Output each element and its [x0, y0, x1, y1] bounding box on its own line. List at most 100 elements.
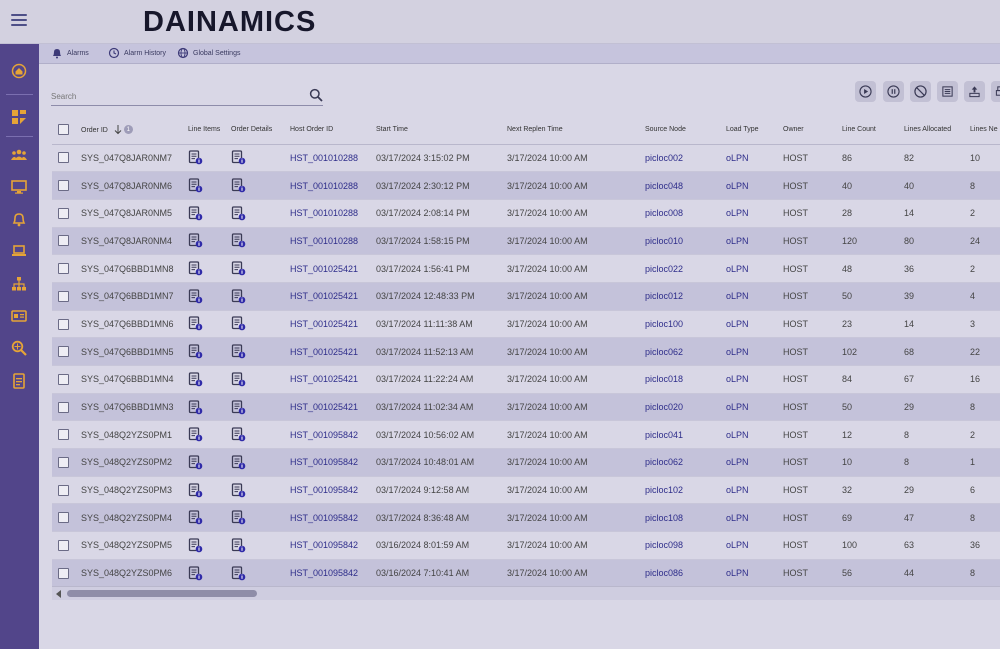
host-order-id-link[interactable]: HST_001010288 — [290, 144, 376, 173]
host-order-id-link[interactable]: HST_001095842 — [290, 503, 376, 533]
load-type-link[interactable]: oLPN — [726, 199, 783, 228]
table-row[interactable]: SYS_048Q2YZS0PM1 HST_001095842 03/17/2024 … — [52, 420, 1000, 450]
host-order-id-link[interactable]: HST_001025421 — [290, 310, 376, 339]
order-details-icon[interactable] — [231, 455, 246, 470]
source-node-link[interactable]: picloc002 — [645, 144, 726, 173]
table-row[interactable]: SYS_048Q2YZS0PM5 HST_001095842 03/16/2024 … — [52, 531, 1000, 560]
source-node-link[interactable]: picloc108 — [645, 503, 726, 533]
line-items-icon[interactable] — [188, 566, 203, 580]
table-row[interactable]: SYS_048Q2YZS0PM4 HST_001095842 03/17/2024 … — [52, 503, 1000, 533]
order-details-icon[interactable] — [231, 233, 246, 248]
row-checkbox[interactable] — [58, 401, 69, 413]
load-type-link[interactable]: oLPN — [726, 393, 783, 422]
column-header-source-node[interactable]: Source Node — [645, 116, 726, 145]
host-order-id-link[interactable]: HST_001095842 — [290, 531, 376, 560]
line-items-icon[interactable] — [188, 427, 203, 442]
column-header-load-type[interactable]: Load Type — [726, 116, 783, 145]
row-checkbox[interactable] — [58, 290, 69, 302]
table-row[interactable]: SYS_047Q8JAR0NM6 HST_001010288 03/17/2024 … — [52, 171, 1000, 200]
upload-button[interactable] — [964, 81, 985, 102]
column-header-order-details[interactable]: Order Details — [231, 116, 290, 145]
subnav-item-global-settings[interactable]: Global Settings — [177, 47, 240, 59]
cancel-button[interactable] — [910, 81, 931, 102]
line-items-icon[interactable] — [188, 289, 203, 304]
source-node-link[interactable]: picloc048 — [645, 171, 726, 200]
line-items-icon[interactable] — [188, 206, 203, 221]
column-header-next-replen-time[interactable]: Next Replen Time — [507, 116, 645, 145]
order-details-icon[interactable] — [231, 289, 246, 304]
table-row[interactable]: SYS_047Q6BBD1MN3 HST_001025421 03/17/2024 … — [52, 393, 1000, 422]
row-checkbox[interactable] — [58, 263, 69, 275]
column-header-owner[interactable]: Owner — [783, 116, 842, 145]
source-node-link[interactable]: picloc098 — [645, 531, 726, 560]
source-node-link[interactable]: picloc041 — [645, 420, 726, 450]
load-type-link[interactable]: oLPN — [726, 448, 783, 477]
list-button[interactable] — [937, 81, 958, 102]
host-order-id-link[interactable]: HST_001010288 — [290, 171, 376, 200]
row-checkbox[interactable] — [58, 567, 69, 579]
load-type-link[interactable]: oLPN — [726, 254, 783, 283]
line-items-icon[interactable] — [188, 372, 203, 387]
column-header-lines-new[interactable]: Lines Ne — [970, 116, 1000, 145]
sort-indicator[interactable]: 1 — [114, 124, 133, 135]
table-row[interactable]: SYS_048Q2YZS0PM3 HST_001095842 03/17/2024 … — [52, 476, 1000, 505]
load-type-link[interactable]: oLPN — [726, 337, 783, 366]
source-node-link[interactable]: picloc020 — [645, 393, 726, 422]
order-details-icon[interactable] — [231, 206, 246, 221]
load-type-link[interactable]: oLPN — [726, 559, 783, 588]
table-row[interactable]: SYS_047Q6BBD1MN8 HST_001025421 03/17/2024 … — [52, 254, 1000, 283]
report-icon[interactable] — [10, 372, 28, 390]
dashboard-icon[interactable] — [10, 108, 28, 126]
column-header-order-id[interactable]: Order ID 1 — [81, 116, 188, 145]
host-order-id-link[interactable]: HST_001095842 — [290, 420, 376, 450]
row-checkbox[interactable] — [58, 207, 69, 219]
row-checkbox[interactable] — [58, 540, 69, 552]
order-details-icon[interactable] — [231, 566, 246, 580]
home-icon[interactable] — [10, 62, 28, 80]
network-icon[interactable] — [10, 275, 28, 293]
horizontal-scrollbar[interactable] — [52, 586, 1000, 600]
host-order-id-link[interactable]: HST_001025421 — [290, 282, 376, 311]
row-checkbox[interactable] — [58, 235, 69, 247]
row-checkbox[interactable] — [58, 456, 69, 468]
subnav-item-alarms[interactable]: Alarms — [51, 47, 89, 59]
source-node-link[interactable]: picloc086 — [645, 559, 726, 588]
row-checkbox[interactable] — [58, 512, 69, 524]
column-header-host-order-id[interactable]: Host Order ID — [290, 116, 376, 145]
order-details-icon[interactable] — [231, 372, 246, 387]
load-type-link[interactable]: oLPN — [726, 531, 783, 560]
table-row[interactable]: SYS_048Q2YZS0PM2 HST_001095842 03/17/2024 … — [52, 448, 1000, 477]
host-order-id-link[interactable]: HST_001025421 — [290, 365, 376, 394]
hamburger-menu-icon[interactable] — [11, 14, 27, 28]
search-icon[interactable] — [309, 88, 323, 102]
line-items-icon[interactable] — [188, 510, 203, 525]
order-details-icon[interactable] — [231, 344, 246, 359]
table-row[interactable]: SYS_047Q8JAR0NM7 HST_001010288 03/17/2024 … — [52, 144, 1000, 173]
table-row[interactable]: SYS_047Q8JAR0NM5 HST_001010288 03/17/2024 … — [52, 199, 1000, 228]
line-items-icon[interactable] — [188, 399, 203, 414]
order-details-icon[interactable] — [231, 150, 246, 165]
order-details-icon[interactable] — [231, 178, 246, 193]
host-order-id-link[interactable]: HST_001010288 — [290, 227, 376, 256]
load-type-link[interactable]: oLPN — [726, 420, 783, 450]
host-order-id-link[interactable]: HST_001095842 — [290, 448, 376, 477]
order-details-icon[interactable] — [231, 482, 246, 497]
id-card-icon[interactable] — [10, 307, 28, 325]
order-details-icon[interactable] — [231, 538, 246, 553]
source-node-link[interactable]: picloc102 — [645, 476, 726, 505]
line-items-icon[interactable] — [188, 344, 203, 359]
order-details-icon[interactable] — [231, 316, 246, 331]
order-details-icon[interactable] — [231, 427, 246, 442]
row-checkbox[interactable] — [58, 152, 69, 164]
load-type-link[interactable]: oLPN — [726, 365, 783, 394]
search-input[interactable] — [51, 87, 291, 106]
load-type-link[interactable]: oLPN — [726, 310, 783, 339]
load-type-link[interactable]: oLPN — [726, 503, 783, 533]
load-type-link[interactable]: oLPN — [726, 476, 783, 505]
line-items-icon[interactable] — [188, 455, 203, 470]
monitor-icon[interactable] — [10, 178, 28, 196]
host-order-id-link[interactable]: HST_001095842 — [290, 559, 376, 588]
source-node-link[interactable]: picloc012 — [645, 282, 726, 311]
line-items-icon[interactable] — [188, 316, 203, 331]
host-order-id-link[interactable]: HST_001025421 — [290, 337, 376, 366]
